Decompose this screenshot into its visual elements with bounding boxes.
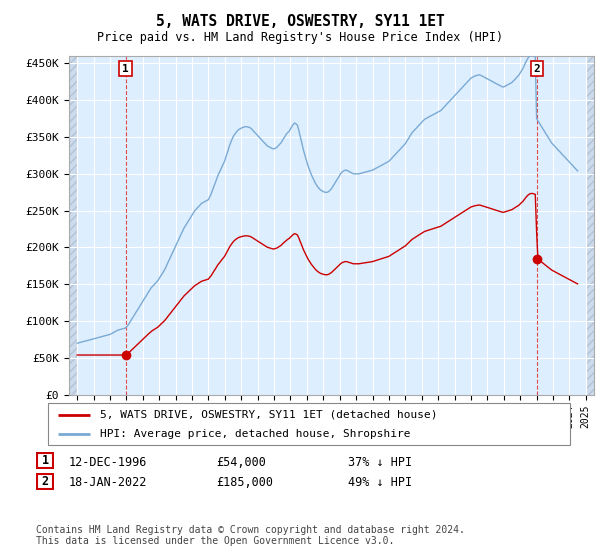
FancyBboxPatch shape xyxy=(48,403,570,445)
Text: 12-DEC-1996: 12-DEC-1996 xyxy=(69,455,148,469)
FancyBboxPatch shape xyxy=(37,454,53,468)
Text: 49% ↓ HPI: 49% ↓ HPI xyxy=(348,476,412,489)
Text: £185,000: £185,000 xyxy=(216,476,273,489)
FancyBboxPatch shape xyxy=(37,474,53,489)
Text: Price paid vs. HM Land Registry's House Price Index (HPI): Price paid vs. HM Land Registry's House … xyxy=(97,31,503,44)
Text: HPI: Average price, detached house, Shropshire: HPI: Average price, detached house, Shro… xyxy=(100,429,410,439)
Text: 5, WATS DRIVE, OSWESTRY, SY11 1ET (detached house): 5, WATS DRIVE, OSWESTRY, SY11 1ET (detac… xyxy=(100,409,438,419)
Text: 18-JAN-2022: 18-JAN-2022 xyxy=(69,476,148,489)
Bar xyxy=(586,56,594,395)
Text: 2: 2 xyxy=(534,63,541,73)
Text: 37% ↓ HPI: 37% ↓ HPI xyxy=(348,455,412,469)
Text: 2: 2 xyxy=(41,475,49,488)
Text: £54,000: £54,000 xyxy=(216,455,266,469)
Text: Contains HM Land Registry data © Crown copyright and database right 2024.
This d: Contains HM Land Registry data © Crown c… xyxy=(36,525,465,547)
Bar xyxy=(69,56,77,395)
Text: 5, WATS DRIVE, OSWESTRY, SY11 1ET: 5, WATS DRIVE, OSWESTRY, SY11 1ET xyxy=(155,14,445,29)
Text: 1: 1 xyxy=(122,63,129,73)
Text: 1: 1 xyxy=(41,454,49,468)
